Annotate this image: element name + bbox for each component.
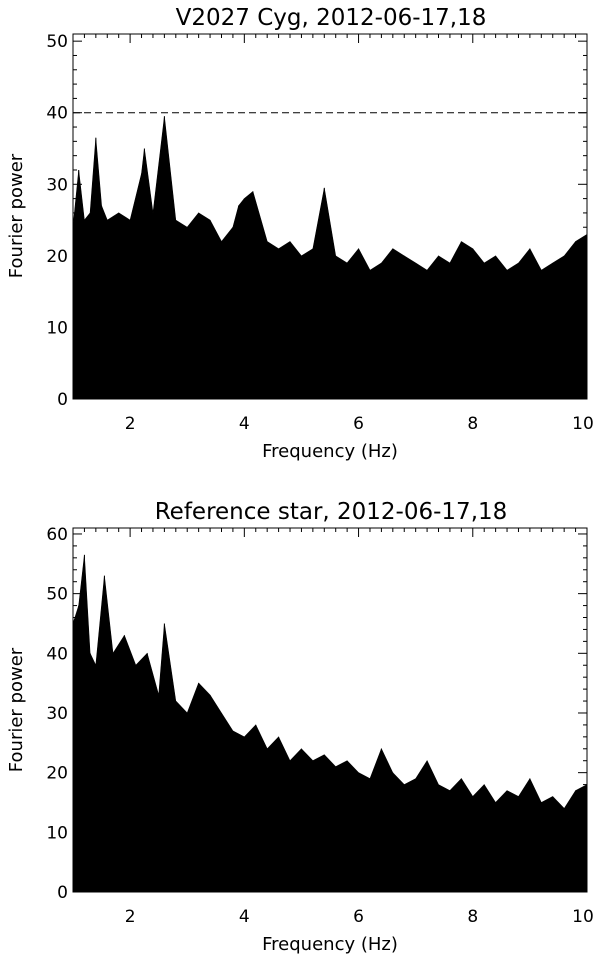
chart-title: V2027 Cyg, 2012-06-17,18 <box>176 5 487 31</box>
plot-frame <box>72 33 588 400</box>
y-tick-label: 20 <box>46 247 68 267</box>
x-tick-label: 6 <box>353 907 364 927</box>
y-tick-label: 40 <box>46 644 68 664</box>
spectrum-plot-area <box>72 112 588 400</box>
y-tick-label: 0 <box>57 390 68 410</box>
series-envelope <box>72 554 588 893</box>
y-tick-label: 30 <box>46 704 68 724</box>
x-tick-label: 8 <box>467 907 478 927</box>
x-axis-label: Frequency (Hz) <box>262 934 398 955</box>
x-axis-label: Frequency (Hz) <box>262 441 398 462</box>
x-tick-label: 6 <box>353 414 364 434</box>
y-tick-label: 60 <box>46 525 68 545</box>
y-axis-label: Fourier power <box>6 153 27 278</box>
x-tick-label: 2 <box>125 907 136 927</box>
x-tick-label: 8 <box>467 414 478 434</box>
x-tick-label: 4 <box>239 907 250 927</box>
v2027-cyg-spectrum-panel: V2027 Cyg, 2012-06-17,18 2 4 6 8 10 0 10 20 30 40… <box>6 5 594 462</box>
x-tick-label: 10 <box>572 414 594 434</box>
chart-title: Reference star, 2012-06-17,18 <box>155 499 508 525</box>
x-tick-label: 4 <box>239 414 250 434</box>
reference-star-spectrum-panel: Reference star, 2012-06-17,18 2 4 6 8 100102… <box>6 499 594 955</box>
y-tick-label: 50 <box>46 585 68 605</box>
x-tick-label: 10 <box>572 907 594 927</box>
y-tick-label: 0 <box>57 883 68 903</box>
y-tick-label: 20 <box>46 764 68 784</box>
axes: 2 4 6 8 10 0 10 20 30 40 50 <box>46 32 593 434</box>
y-tick-label: 10 <box>46 318 68 338</box>
y-tick-label: 40 <box>46 104 68 124</box>
spectrum-plot-area <box>72 554 588 893</box>
plot-frame <box>72 527 588 893</box>
y-tick-label: 30 <box>46 175 68 195</box>
series-envelope <box>72 116 588 400</box>
x-tick-label: 2 <box>125 414 136 434</box>
y-axis-label: Fourier power <box>6 647 27 772</box>
y-tick-label: 10 <box>46 823 68 843</box>
y-tick-label: 50 <box>46 32 68 52</box>
axes: 2 4 6 8 10 0 10 20 30 40 50 60 <box>46 525 593 927</box>
